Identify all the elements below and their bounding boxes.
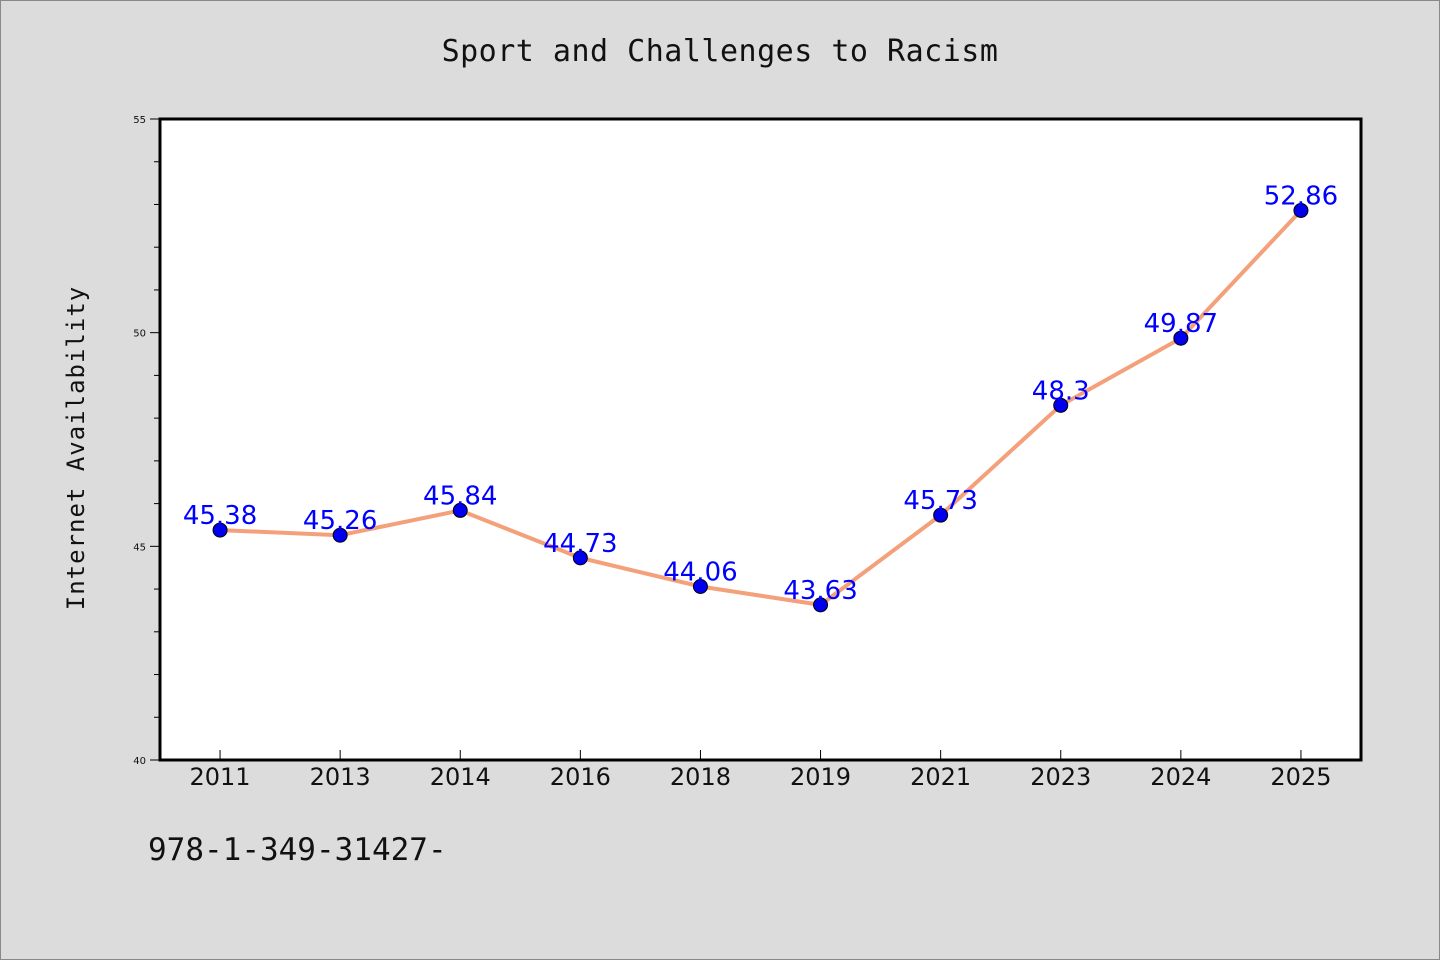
- y-tick-label: 55: [133, 115, 146, 126]
- x-tick-label: 2018: [670, 763, 731, 791]
- data-point: [452, 502, 468, 518]
- chart-title: Sport and Challenges to Racism: [441, 34, 999, 69]
- data-label: 45.38: [183, 501, 257, 531]
- data-point: [212, 522, 228, 538]
- data-point: [332, 527, 348, 543]
- x-tick-label: 2024: [1150, 763, 1211, 791]
- data-point: [692, 579, 708, 595]
- data-point: [1173, 330, 1189, 346]
- data-label: 45.26: [303, 506, 377, 536]
- plot-area: [158, 117, 1363, 762]
- data-point: [1293, 202, 1309, 218]
- x-tick-label: 2025: [1270, 763, 1331, 791]
- y-tick-label: 40: [133, 756, 146, 767]
- data-label: 43.63: [783, 576, 857, 606]
- y-tick-label: 45: [133, 542, 146, 553]
- y-tick-label: 50: [133, 329, 146, 340]
- x-tick-label: 2011: [190, 763, 251, 791]
- y-axis-ticks: 40 45 50 55: [133, 115, 160, 767]
- data-point: [933, 507, 949, 523]
- data-label: 49.87: [1144, 309, 1218, 339]
- data-point: [572, 550, 588, 566]
- x-tick-label: 2016: [550, 763, 611, 791]
- x-tick-label: 2023: [1030, 763, 1091, 791]
- data-label: 45.73: [903, 486, 977, 516]
- x-tick-label: 2019: [790, 763, 851, 791]
- x-axis-ticks: 2011 2013 2014 2016 2018 2019 2021 2023 2024 2025: [190, 750, 1331, 791]
- footer-text: 978-1-349-31427-: [148, 832, 447, 868]
- x-tick-label: 2014: [430, 763, 491, 791]
- data-label-group: 45.38 45.26 45.84 44.73 44.06 43.63 45.73 48.3 4…: [183, 181, 1338, 605]
- data-label: 45.84: [423, 481, 497, 511]
- marker-group: [212, 202, 1309, 613]
- data-label: 48.3: [1032, 376, 1090, 406]
- x-tick-label: 2013: [310, 763, 371, 791]
- data-label: 44.73: [543, 529, 617, 559]
- data-point: [813, 597, 829, 613]
- data-label: 52.86: [1264, 181, 1338, 211]
- series-line: [218, 208, 1303, 607]
- data-point: [1053, 397, 1069, 413]
- series-line-group: [218, 208, 1303, 607]
- x-tick-label: 2021: [910, 763, 971, 791]
- data-label: 44.06: [663, 558, 737, 588]
